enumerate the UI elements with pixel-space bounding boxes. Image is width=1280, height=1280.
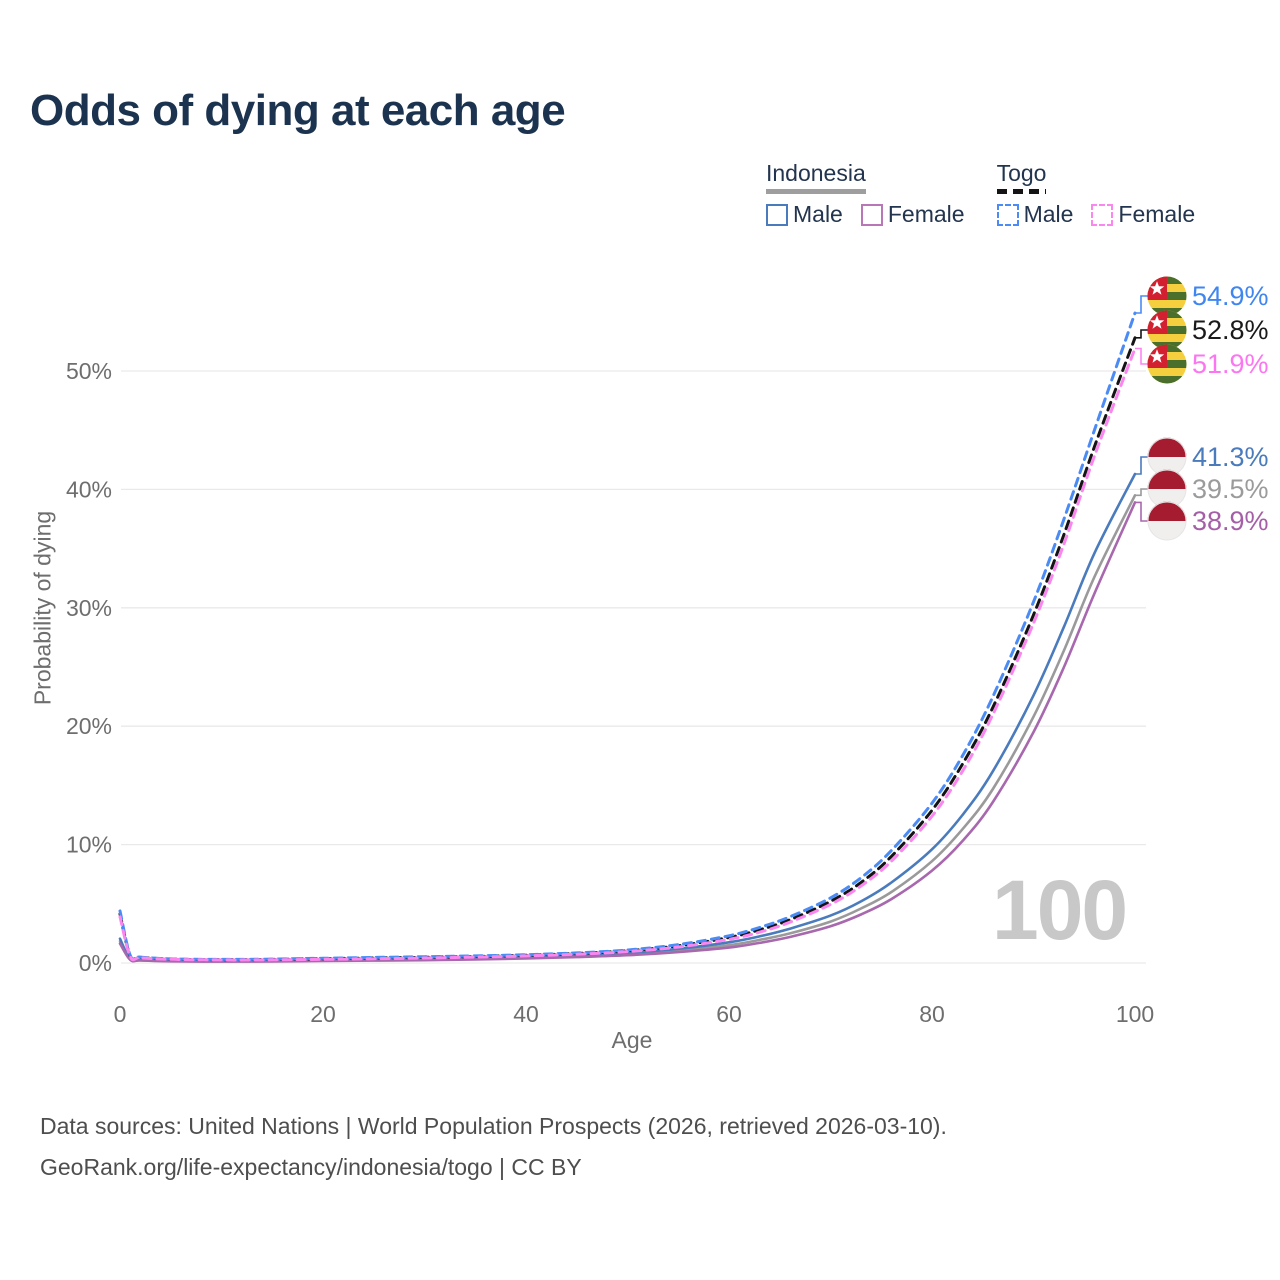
- indonesia-solid-line-sample: [766, 189, 866, 194]
- end-label-indonesia-both-sexes: 39.5%: [1147, 469, 1269, 509]
- end-label-togo-male: 54.9%: [1147, 276, 1269, 316]
- label-connector: [1135, 488, 1148, 497]
- x-axis-title: Age: [611, 1027, 653, 1053]
- indonesia-female-swatch-icon: [860, 203, 883, 226]
- series-line-togo-male[interactable]: [118, 311, 1137, 961]
- label-connector: [1135, 329, 1148, 339]
- label-connector: [1135, 295, 1148, 314]
- legend-country-indonesia[interactable]: Indonesia: [766, 160, 866, 194]
- legend-group-indonesia: Indonesia Male Female: [766, 160, 965, 228]
- legend-item-togo-male[interactable]: Male: [996, 201, 1074, 228]
- legend-country-togo[interactable]: Togo: [996, 160, 1047, 194]
- label-connector: [1135, 456, 1148, 475]
- end-label-indonesia-male: 41.3%: [1147, 437, 1269, 477]
- y-tick-label: 20%: [66, 713, 112, 739]
- x-tick-label: 100: [1116, 1001, 1154, 1027]
- y-tick-label: 10%: [66, 832, 112, 858]
- indonesia-flag-icon: [1147, 437, 1187, 477]
- end-label-value: 51.9%: [1192, 348, 1269, 379]
- legend-item-label: Male: [1023, 201, 1074, 227]
- end-label-value: 52.8%: [1192, 314, 1269, 345]
- end-label-indonesia-female: 38.9%: [1147, 501, 1269, 541]
- chart-canvas[interactable]: 0% 10% 20% 30% 40% 50% 0 20 40 60 80 100: [0, 0, 1280, 1080]
- end-label-value: 41.3%: [1192, 441, 1269, 472]
- legend-country-indonesia-label: Indonesia: [766, 160, 866, 186]
- legend: Indonesia Male Female Togo Male: [766, 160, 1195, 228]
- togo-flag-icon: [1147, 344, 1187, 384]
- legend-item-label: Female: [887, 201, 965, 227]
- y-tick-label: 30%: [66, 595, 112, 621]
- indonesia-flag-icon: [1147, 501, 1187, 541]
- series-line-indonesia-female[interactable]: [118, 501, 1137, 963]
- series-line-togo-female[interactable]: [118, 347, 1137, 962]
- footer-data-sources: Data sources: United Nations | World Pop…: [40, 1113, 947, 1139]
- togo-dashed-line-sample: [996, 189, 1047, 194]
- end-label-value: 54.9%: [1192, 280, 1269, 311]
- label-connector: [1135, 347, 1148, 365]
- legend-item-label: Female: [1118, 201, 1196, 227]
- y-tick-label: 50%: [66, 358, 112, 384]
- x-tick-label: 80: [919, 1001, 945, 1027]
- label-connector: [1135, 501, 1148, 522]
- end-label-togo-both-sexes: 52.8%: [1147, 310, 1269, 350]
- legend-group-togo: Togo Male Female: [996, 160, 1195, 228]
- footer: Data sources: United Nations | World Pop…: [40, 1106, 947, 1188]
- togo-female-swatch-icon: [1091, 203, 1114, 226]
- legend-item-indonesia-male[interactable]: Male: [766, 201, 843, 228]
- legend-item-label: Male: [793, 201, 843, 227]
- y-tick-label: 0%: [79, 950, 112, 976]
- hover-age-watermark: 100: [992, 863, 1128, 957]
- x-tick-label: 40: [513, 1001, 539, 1027]
- y-tick-label: 40%: [66, 476, 112, 502]
- y-axis-title: Probability of dying: [29, 510, 56, 706]
- series-line-togo-both-sexes[interactable]: [118, 336, 1137, 962]
- end-label-value: 38.9%: [1192, 505, 1269, 536]
- togo-male-swatch-icon: [996, 203, 1019, 226]
- legend-item-togo-female[interactable]: Female: [1091, 201, 1195, 228]
- end-label-togo-female: 51.9%: [1147, 344, 1269, 384]
- x-tick-label: 60: [716, 1001, 742, 1027]
- footer-source-url[interactable]: GeoRank.org/life-expectancy/indonesia/to…: [40, 1154, 582, 1180]
- x-tick-label: 20: [310, 1001, 336, 1027]
- indonesia-flag-icon: [1147, 469, 1187, 509]
- legend-country-togo-label: Togo: [996, 160, 1047, 186]
- legend-item-indonesia-female[interactable]: Female: [860, 201, 965, 228]
- togo-flag-icon: [1147, 276, 1187, 316]
- indonesia-male-swatch-icon: [766, 203, 788, 226]
- end-label-value: 39.5%: [1192, 473, 1269, 504]
- x-tick-label: 0: [114, 1001, 127, 1027]
- page-title: Odds of dying at each age: [30, 86, 566, 135]
